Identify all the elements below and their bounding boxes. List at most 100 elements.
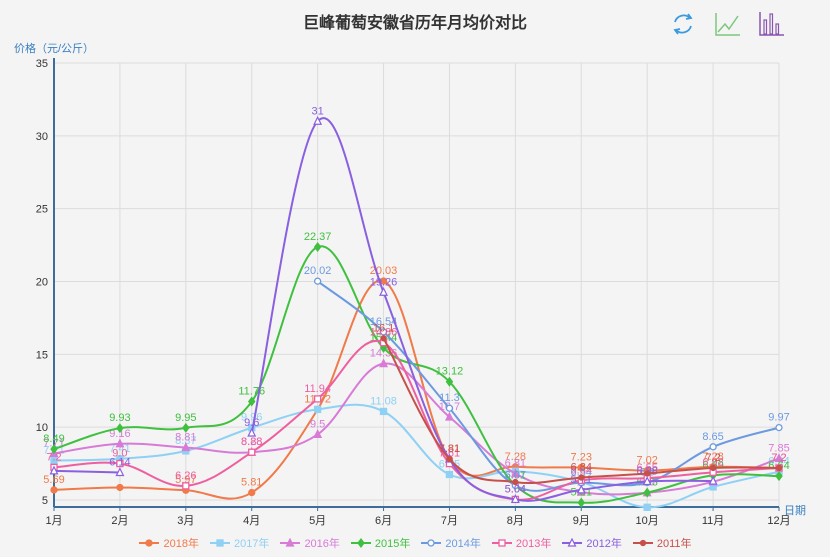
data-label: 19.26 — [370, 276, 398, 288]
legend-label: 2011年 — [656, 538, 692, 550]
legend-item-2015年[interactable]: 2015年 — [350, 535, 410, 551]
data-label: 6.01 — [505, 469, 526, 481]
data-label: 22.37 — [304, 231, 332, 243]
series-line — [53, 469, 120, 474]
data-label: 14.86 — [370, 327, 398, 339]
series-line — [53, 403, 780, 509]
series-2011年[interactable]: 16.1 7.81 6.84 7.2 — [373, 322, 783, 486]
x-tick-label: 2月 — [111, 515, 128, 527]
legend-item-2013年[interactable]: 2013年 — [491, 535, 551, 551]
legend-marker-icon — [491, 539, 512, 547]
y-tick-label: 30 — [36, 131, 48, 143]
data-label: 6.07 — [505, 469, 526, 481]
x-tick-label: 9月 — [573, 515, 590, 527]
data-label: 5.84 — [571, 464, 592, 476]
line-chart-button[interactable] — [712, 10, 742, 38]
line-chart-icon — [715, 13, 740, 36]
data-label: 7.23 — [571, 452, 592, 464]
bar-chart-button[interactable] — [756, 10, 786, 38]
legend-item-2018年[interactable]: 2018年 — [138, 535, 199, 551]
legend-item-2012年[interactable]: 2012年 — [561, 535, 622, 551]
x-tick-label: 11月 — [702, 515, 724, 527]
data-label: 6.81 — [505, 458, 526, 470]
chart-title: 巨峰葡萄安徽省历年月均价对比 — [302, 15, 527, 32]
y-tick-label: 35 — [36, 58, 48, 70]
data-label: 7.2 — [705, 452, 720, 464]
data-label: 7.85 — [768, 442, 789, 454]
data-label: 8.37 — [175, 435, 196, 447]
data-label: 13.12 — [436, 366, 464, 378]
refresh-icon — [673, 13, 693, 35]
data-label: 7.28 — [505, 451, 526, 463]
data-label: 9.16 — [109, 428, 130, 440]
data-label: 7.2 — [46, 451, 61, 463]
data-label: 11.3 — [439, 392, 460, 404]
data-label: 6.55 — [636, 462, 657, 474]
legend-marker-icon — [139, 539, 160, 547]
legend-label: 2017年 — [233, 538, 270, 550]
x-tick-label: 12月 — [767, 515, 790, 527]
data-label: 16.1 — [373, 322, 394, 334]
data-label: 6.14 — [109, 456, 130, 468]
x-tick-label: 1月 — [45, 515, 62, 527]
legend-label: 2013年 — [515, 538, 552, 550]
data-label: 5.69 — [43, 474, 64, 486]
x-tick-label: 6月 — [375, 515, 392, 527]
legend-label: 2016年 — [304, 538, 340, 550]
data-label: 8.81 — [175, 432, 196, 444]
series-line — [53, 279, 780, 500]
data-label: 11.94 — [304, 383, 331, 395]
data-label: 8.28 — [241, 436, 262, 448]
data-label: 5.04 — [505, 483, 526, 495]
legend-item-2011年[interactable]: 2011年 — [632, 535, 692, 551]
x-tick-label: 3月 — [177, 515, 194, 527]
data-label: 20.02 — [304, 265, 332, 277]
legend-item-2014年[interactable]: 2014年 — [420, 535, 481, 551]
legend-marker-icon — [350, 538, 371, 548]
legend-label: 2015年 — [374, 538, 411, 550]
data-label: 5.04 — [505, 483, 526, 495]
chart-legend: 2018年 2017年 2016年 2015年 2014年 2013年 2012年 2011年 — [0, 535, 830, 551]
data-label: 8.65 — [702, 431, 723, 443]
legend-item-2016年[interactable]: 2016年 — [279, 535, 340, 551]
data-label: 7.2 — [771, 452, 786, 464]
data-label: 9.95 — [175, 412, 196, 424]
y-tick-label: 20 — [36, 277, 48, 289]
legend-label: 2012年 — [586, 538, 622, 550]
x-axis-title: 日期 — [784, 505, 806, 517]
y-tick-label: 5 — [42, 495, 48, 507]
data-label: 7.81 — [439, 443, 460, 455]
data-label: 8.88 — [241, 436, 262, 448]
data-label: 16.54 — [370, 316, 398, 328]
legend-marker-icon — [209, 539, 230, 547]
data-label: 31 — [312, 105, 324, 117]
data-label: 7.41 — [109, 443, 130, 455]
data-label: 11.76 — [238, 386, 265, 398]
legend-marker-icon — [421, 539, 442, 547]
y-tick-label: 25 — [36, 204, 48, 216]
legend-item-2017年[interactable]: 2017年 — [209, 535, 269, 551]
data-label: 9.96 — [241, 412, 262, 424]
legend-marker-icon — [280, 538, 301, 547]
bar-chart-icon — [759, 12, 784, 36]
data-label: 9.5 — [310, 418, 325, 430]
series-line — [53, 245, 780, 504]
data-label: 6.92 — [702, 456, 723, 468]
refresh-button[interactable] — [668, 10, 698, 38]
data-label: 11.08 — [370, 395, 397, 407]
data-label: 7.02 — [636, 455, 657, 467]
data-label: 6.54 — [571, 467, 592, 479]
data-label: 20.03 — [370, 265, 398, 277]
data-label: 9.93 — [109, 412, 130, 424]
data-label: 7.28 — [702, 451, 723, 463]
data-label: 6.26 — [175, 470, 196, 482]
series-line — [317, 280, 780, 492]
series-line — [250, 117, 714, 502]
data-label: 9.6 — [244, 417, 259, 429]
y-tick-label: 10 — [36, 422, 48, 434]
chart-toolbox — [668, 10, 786, 38]
